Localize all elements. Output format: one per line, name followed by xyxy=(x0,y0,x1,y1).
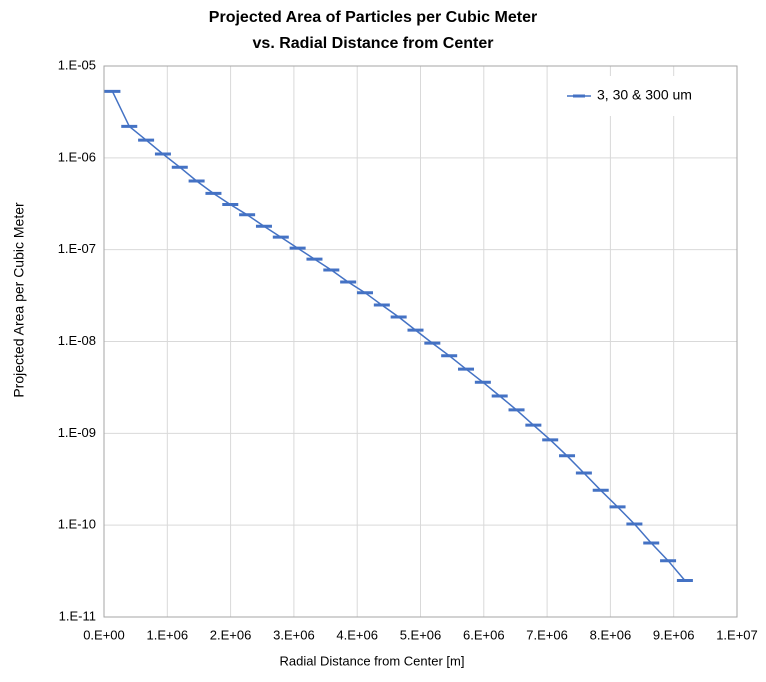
x-tick-label: 3.E+06 xyxy=(273,627,315,642)
chart-title: Projected Area of Particles per Cubic Me… xyxy=(209,9,537,26)
x-tick-label: 6.E+06 xyxy=(463,627,505,642)
x-tick-label: 0.E+00 xyxy=(83,627,125,642)
x-tick-label: 1.E+06 xyxy=(147,627,189,642)
x-tick-label: 9.E+06 xyxy=(653,627,695,642)
y-tick-label: 1.E-10 xyxy=(58,517,96,532)
y-tick-label: 1.E-08 xyxy=(58,333,96,348)
y-tick-label: 1.E-05 xyxy=(58,57,96,72)
x-tick-label: 4.E+06 xyxy=(336,627,378,642)
x-tick-label: 1.E+07 xyxy=(716,627,758,642)
plot-border xyxy=(103,65,738,618)
y-tick-label: 1.E-07 xyxy=(58,241,96,256)
x-tick-label: 5.E+06 xyxy=(400,627,442,642)
chart-title: vs. Radial Distance from Center xyxy=(253,35,494,52)
x-tick-label: 2.E+06 xyxy=(210,627,252,642)
x-tick-label: 7.E+06 xyxy=(526,627,568,642)
x-tick-label: 8.E+06 xyxy=(590,627,632,642)
x-axis-label: Radial Distance from Center [m] xyxy=(280,653,465,668)
y-axis-label: Projected Area per Cubic Meter xyxy=(11,202,27,398)
legend-label: 3, 30 & 300 um xyxy=(597,87,692,103)
y-tick-label: 1.E-06 xyxy=(58,149,96,164)
y-tick-label: 1.E-09 xyxy=(58,425,96,440)
y-tick-label: 1.E-11 xyxy=(59,608,96,623)
